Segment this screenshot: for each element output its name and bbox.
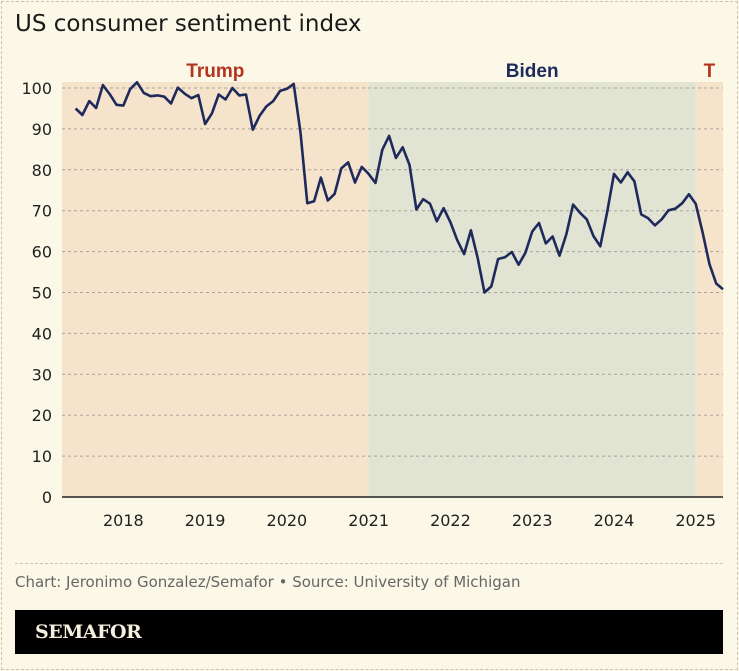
- x-tick-label: 2023: [512, 511, 553, 530]
- y-tick-label: 0: [42, 488, 52, 507]
- y-tick-label: 80: [32, 161, 52, 180]
- period-label: Trump: [186, 61, 244, 82]
- divider: [15, 563, 723, 564]
- x-tick-label: 2025: [675, 511, 716, 530]
- shaded-period: [368, 82, 696, 497]
- credit-text: Chart: Jeronimo Gonzalez/Semafor • Sourc…: [15, 573, 521, 591]
- period-label: T: [704, 61, 716, 82]
- y-tick-label: 90: [32, 120, 52, 139]
- y-tick-label: 70: [32, 202, 52, 221]
- y-tick-label: 100: [21, 79, 52, 98]
- semafor-logo: SEMAFOR: [35, 621, 142, 643]
- chart: Trump Biden T 0 10 20 30 40 50 60 70 80 90 100 2018 201…: [21, 61, 724, 530]
- x-tick-label: 2018: [103, 511, 144, 530]
- y-tick-label: 20: [32, 406, 52, 425]
- x-tick-label: 2019: [185, 511, 226, 530]
- shaded-period: [62, 82, 369, 497]
- y-tick-label: 40: [32, 324, 52, 343]
- y-tick-label: 10: [32, 447, 52, 466]
- sentiment-line: [74, 81, 724, 294]
- x-tick-label: 2020: [267, 511, 308, 530]
- x-tick-label: 2024: [594, 511, 635, 530]
- y-tick-label: 50: [32, 284, 52, 303]
- period-label: Biden: [506, 61, 559, 82]
- x-tick-label: 2022: [430, 511, 471, 530]
- y-tick-label: 60: [32, 243, 52, 262]
- brand-bar: SEMAFOR: [15, 610, 723, 654]
- x-tick-label: 2021: [348, 511, 389, 530]
- chart-title: US consumer sentiment index: [15, 11, 362, 37]
- shaded-period: [695, 82, 723, 497]
- y-tick-label: 30: [32, 365, 52, 384]
